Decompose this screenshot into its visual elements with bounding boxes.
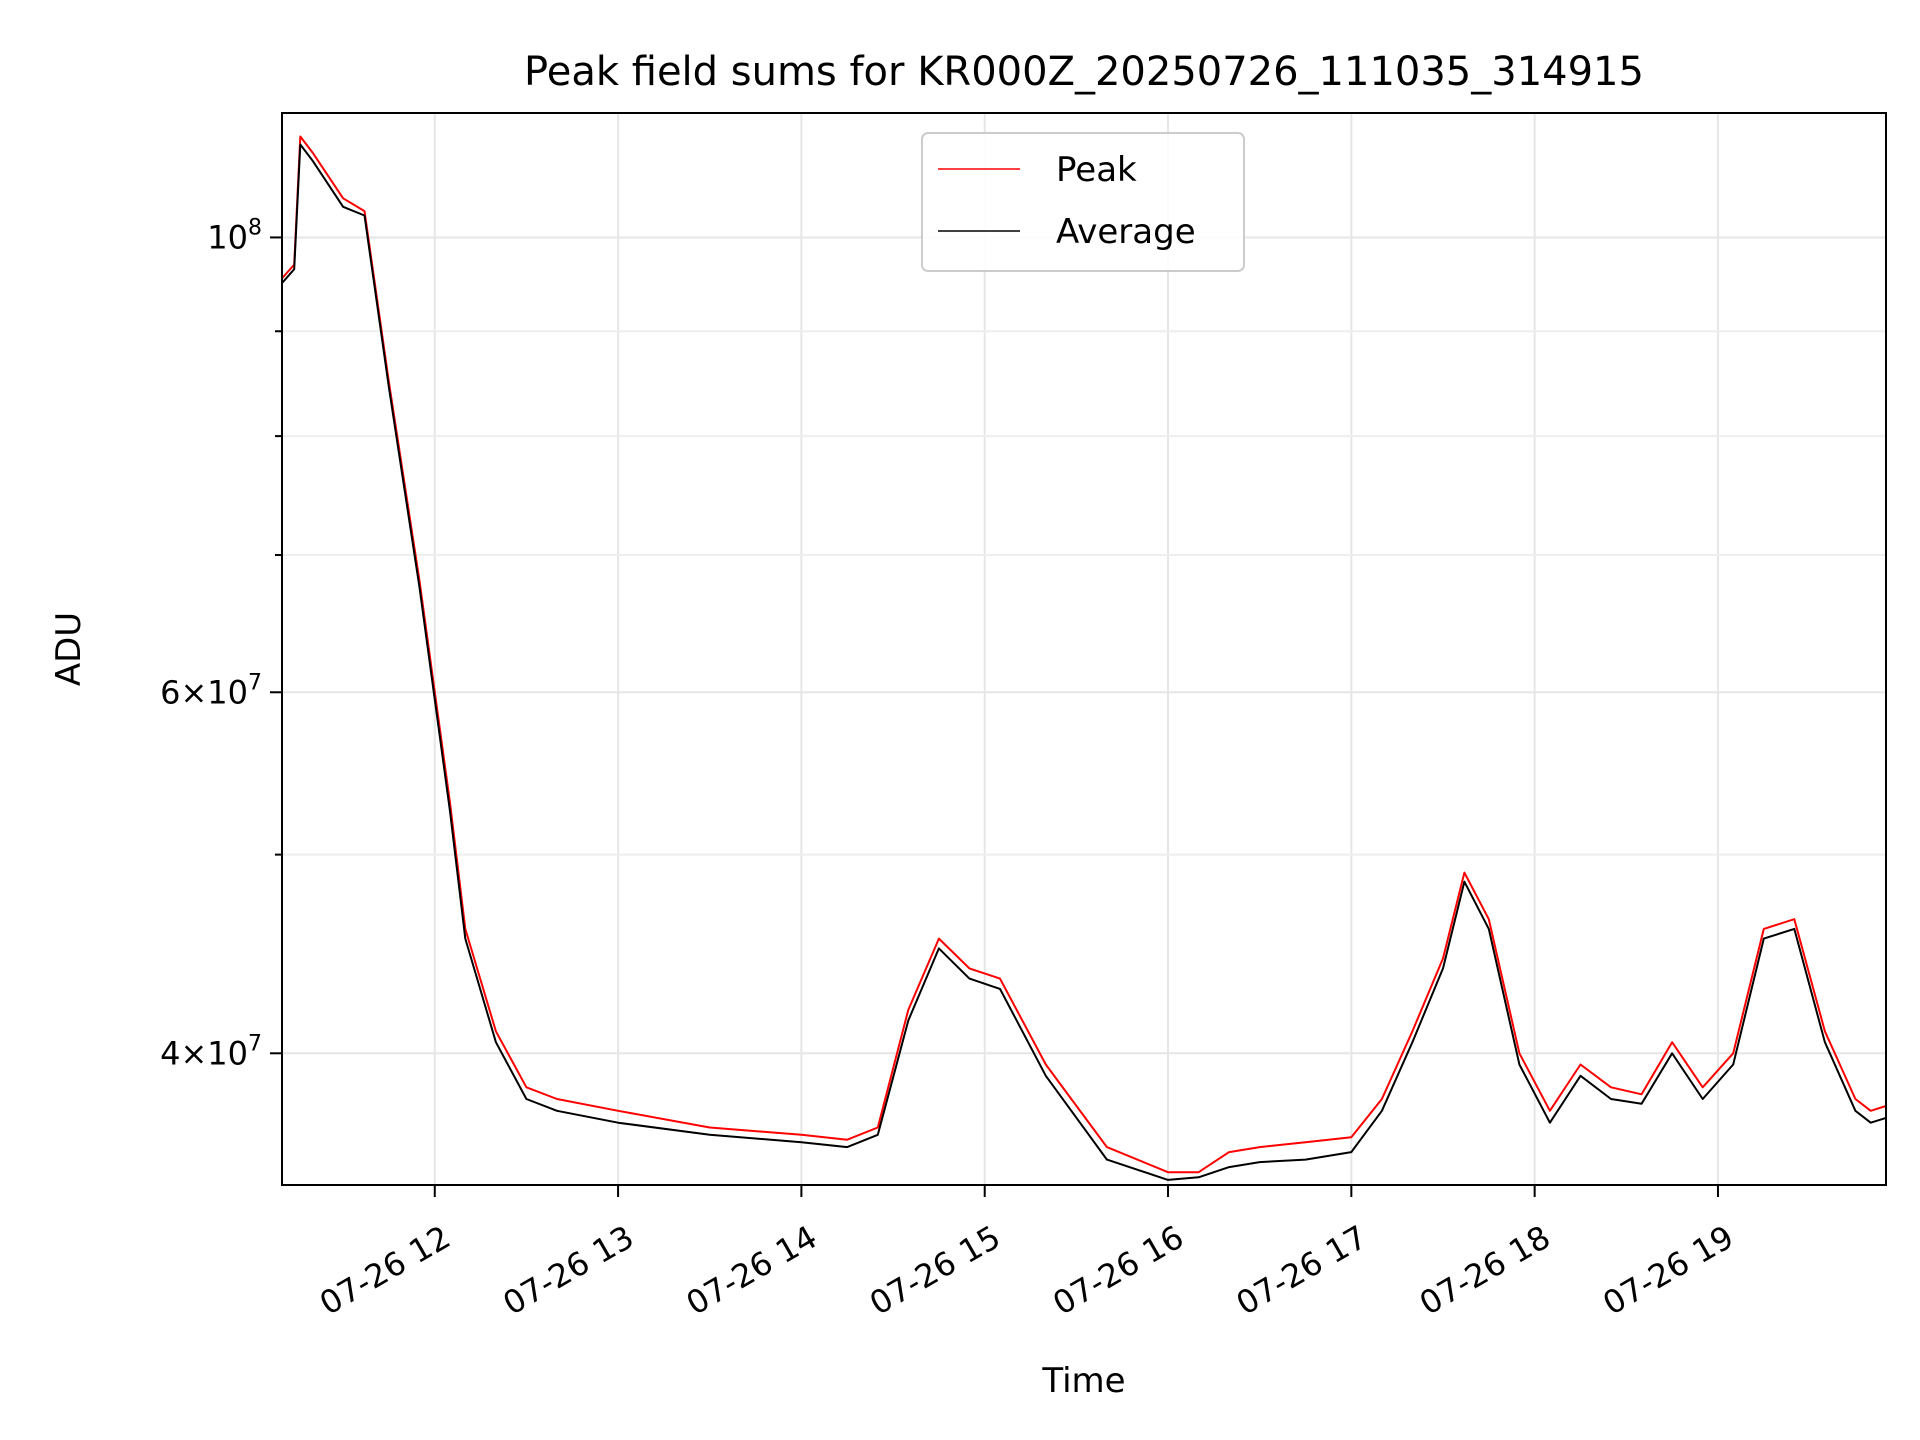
plot-area-frame [281, 112, 1887, 1186]
legend: Peak Average [921, 132, 1245, 272]
series-layer [281, 135, 1887, 1181]
series-line-average [281, 143, 1887, 1181]
y-tick-label: 6×107 [160, 670, 262, 711]
y-axis-label: ADU [49, 612, 89, 686]
grid-layer [282, 113, 1886, 1185]
legend-label-peak: Peak [1056, 150, 1137, 190]
series-line-peak [281, 135, 1887, 1174]
legend-label-average: Average [1056, 212, 1196, 252]
legend-box [921, 132, 1245, 272]
chart-title: Peak field sums for KR000Z_20250726_1110… [524, 49, 1644, 95]
y-tick-label: 4×107 [160, 1031, 262, 1072]
y-tick-label: 108 [207, 215, 262, 256]
x-axis-label: Time [1041, 1361, 1125, 1401]
